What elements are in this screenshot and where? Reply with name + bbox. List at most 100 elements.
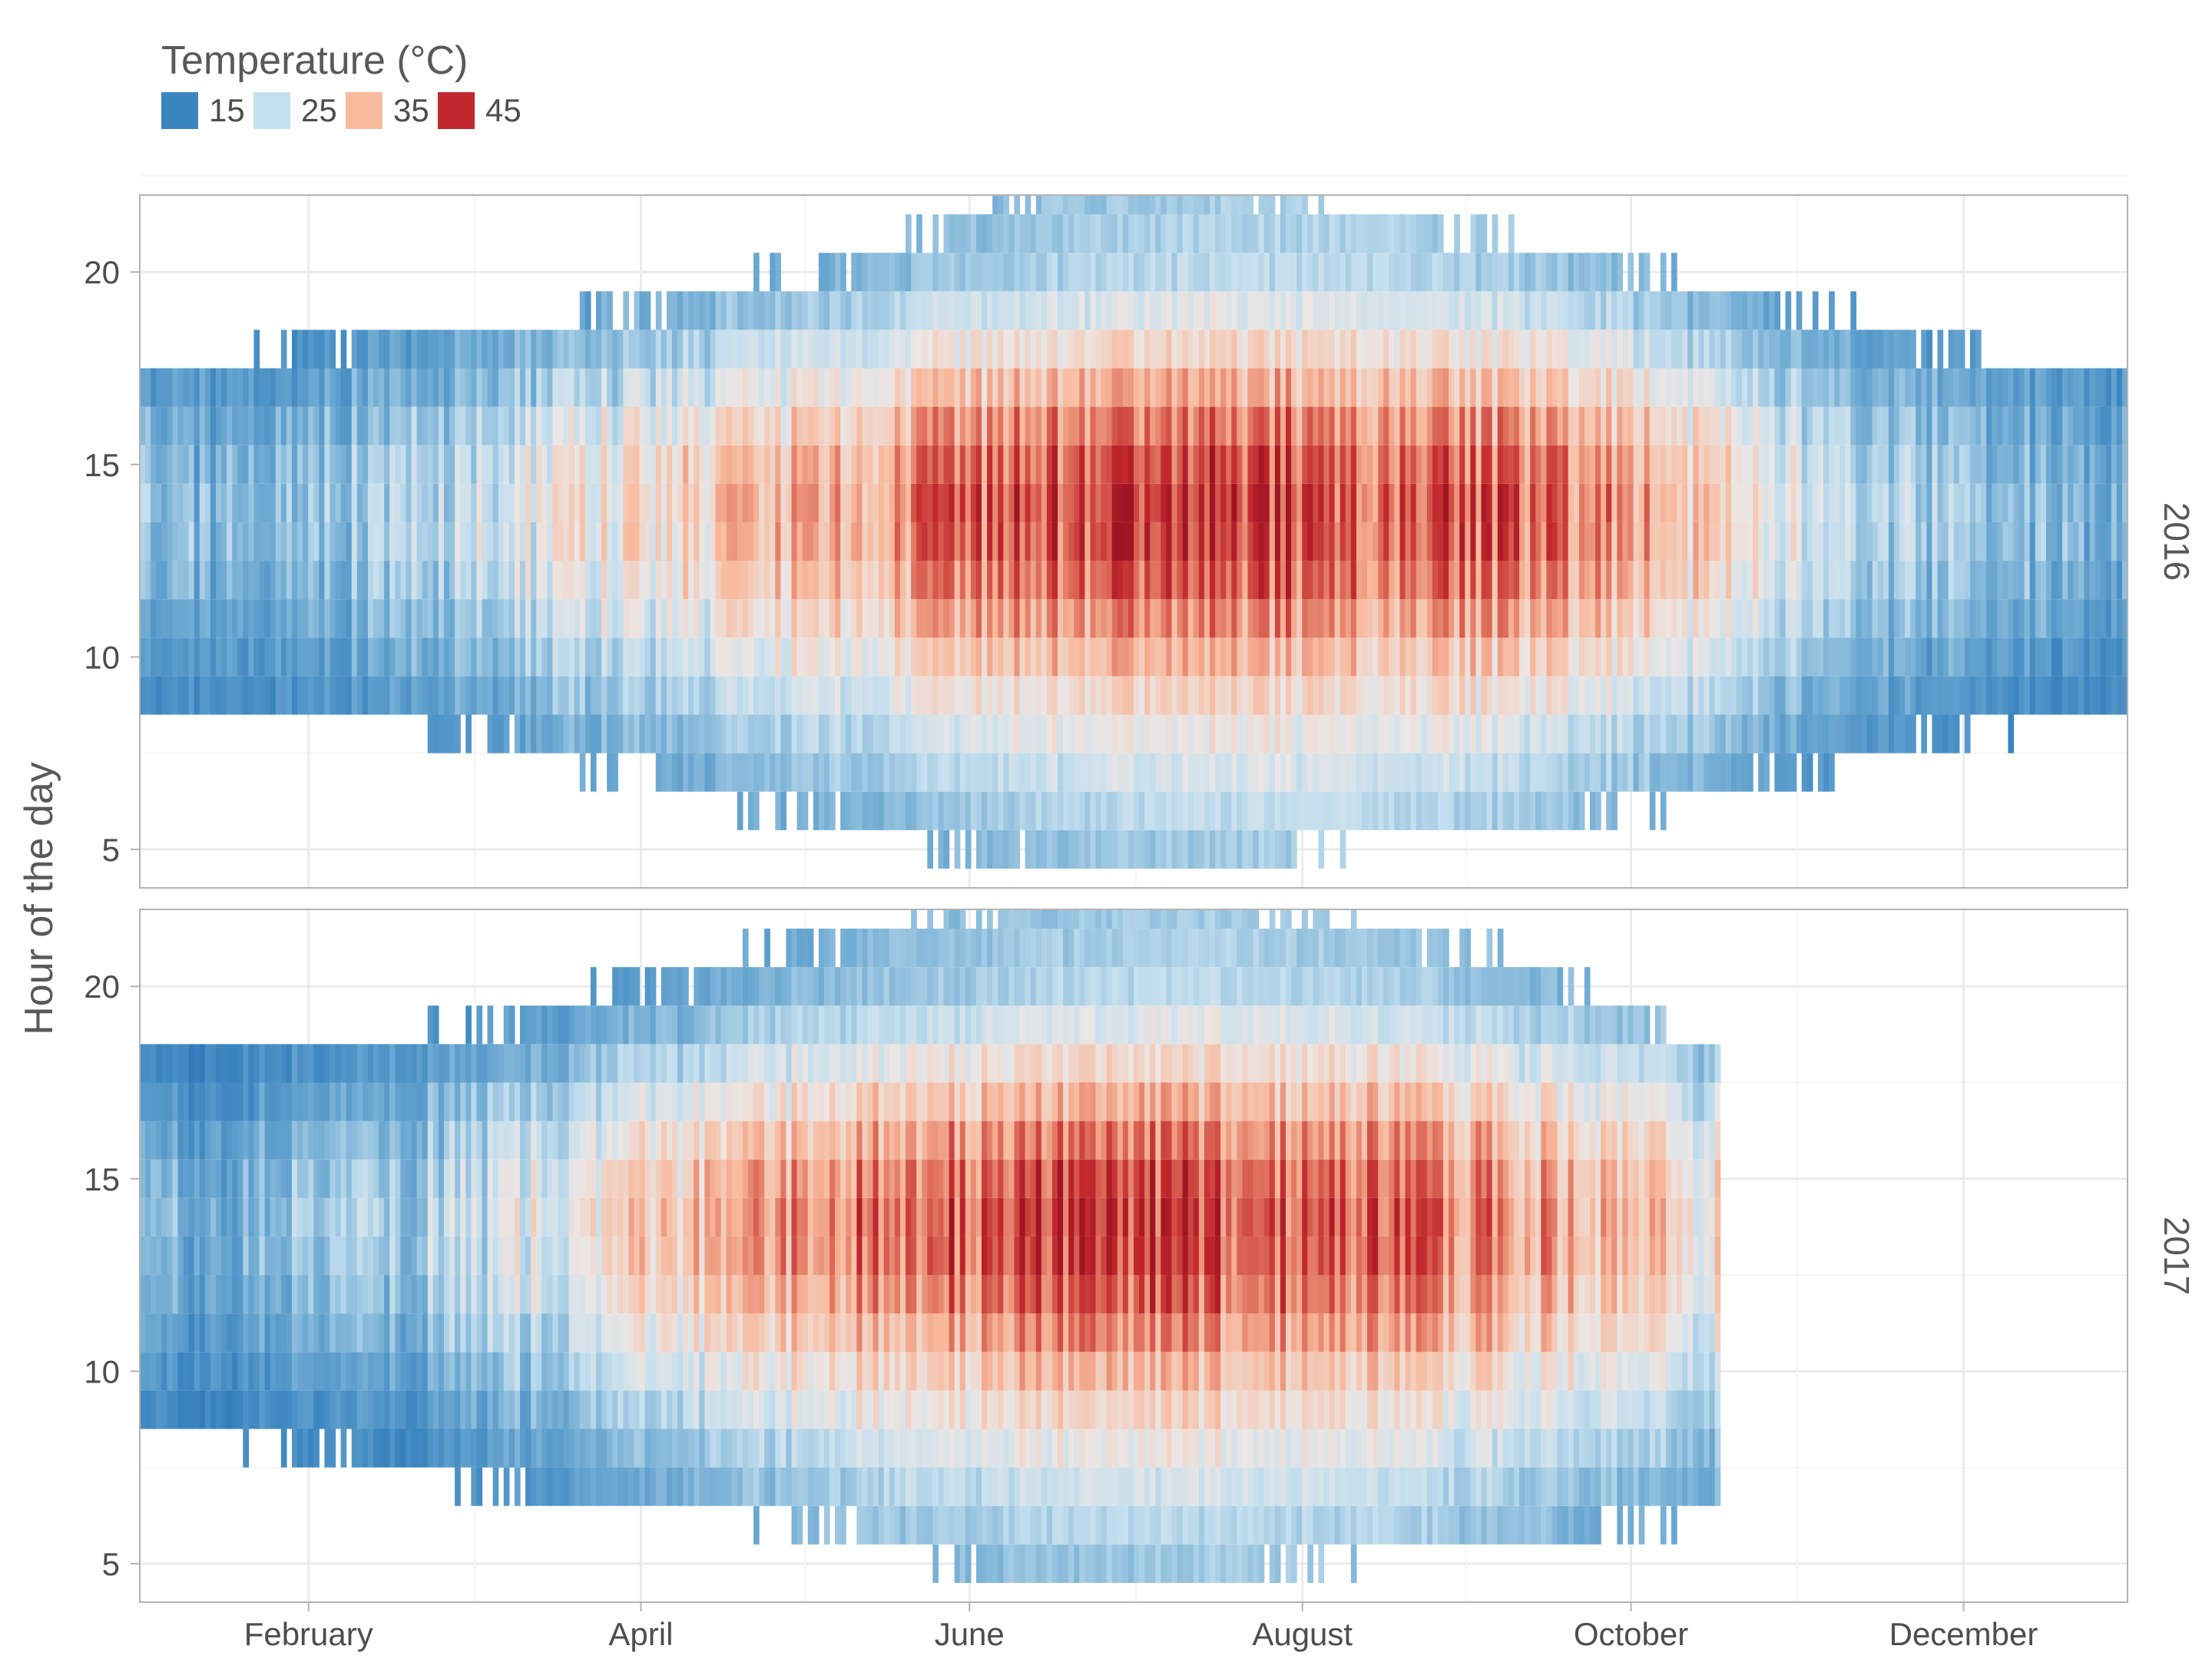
heat-cell [1063,791,1069,830]
heat-cell [1573,676,1580,715]
heat-cell [1302,637,1308,677]
heat-cell [1058,214,1064,253]
heat-cell [1030,406,1037,445]
heat-cell [639,329,646,369]
heat-cell [1888,676,1895,715]
heat-cell [1812,676,1819,715]
heat-cell [482,445,488,484]
heat-cell [498,637,505,677]
heat-cell [584,522,591,561]
heat-cell [2078,676,2085,715]
heat-cell [1074,561,1080,600]
heat-cell [590,599,597,638]
heat-cell [406,599,412,638]
heat-cell [954,714,961,753]
heat-cell [1122,637,1129,677]
heat-cell [938,637,945,677]
heat-cell [899,676,906,715]
heat-cell [1030,753,1037,792]
heat-cell [1584,522,1591,561]
heat-cell [1242,291,1249,330]
heat-cell [395,522,402,561]
heat-cell [2045,599,2052,638]
heat-cell [2068,599,2074,638]
heat-cell [1258,483,1265,522]
heat-cell [319,445,326,484]
heat-cell [1785,599,1792,638]
heat-cell [1426,753,1433,792]
heat-cell [1475,561,1482,600]
heat-cell [813,329,820,369]
heat-cell [949,406,955,445]
heat-cell [1861,714,1868,753]
heat-cell [1644,599,1651,638]
heat-cell [253,368,260,407]
heat-cell [883,329,890,369]
heat-cell [932,445,939,484]
heat-cell [2024,561,2031,600]
heat-cell [1704,714,1710,753]
heat-cell [1339,329,1346,369]
heat-cell [1606,522,1612,561]
heat-cell [1497,253,1504,292]
heat-cell [1117,753,1124,792]
heat-cell [1193,214,1200,253]
heat-cell [416,599,423,638]
heat-cell [927,522,933,561]
heat-cell [1405,406,1412,445]
heat-cell [151,1236,157,1276]
heat-cell [340,637,347,677]
heat-cell [1677,561,1683,600]
heat-cell [1975,368,1982,407]
heat-cell [1806,714,1813,753]
heat-cell [438,522,445,561]
heat-cell [906,561,912,600]
heat-cell [1226,599,1232,638]
heat-cell [183,1390,190,1429]
heat-cell [1068,445,1075,484]
heat-cell [1497,522,1504,561]
heat-cell [172,561,179,600]
heat-cell [1302,195,1308,215]
heat-cell [932,753,939,792]
heat-cell [818,561,825,600]
heat-cell [1193,637,1200,677]
heat-cell [1492,368,1498,407]
heat-cell [786,753,793,792]
heat-cell [889,753,896,792]
heat-cell [1263,791,1270,830]
heat-cell [906,253,912,292]
heat-cell [1817,368,1824,407]
heat-cell [975,791,982,830]
heat-cell [1665,445,1672,484]
heat-cell [1959,637,1965,677]
heat-cell [1187,329,1194,369]
heat-cell [2084,483,2091,522]
heat-cell [737,753,743,792]
heat-cell [384,368,390,407]
heat-cell [286,676,293,715]
heat-cell [449,637,455,677]
heat-cell [438,445,445,484]
heat-cell [618,599,624,638]
heat-cell [1008,214,1015,253]
heat-cell [612,329,618,369]
heat-cell [726,599,733,638]
heat-cell [1373,637,1379,677]
heat-cell [1046,676,1053,715]
heat-cell [443,522,450,561]
heat-cell [747,483,754,522]
heat-cell [1329,329,1336,369]
heat-cell [215,599,222,638]
heat-cell [1008,483,1015,522]
heat-cell [1171,830,1178,869]
heat-cell [525,329,531,369]
heat-cell [911,599,917,638]
heat-cell [1557,522,1564,561]
heat-cell [1741,291,1748,330]
heat-cell [1177,253,1184,292]
heat-cell [1769,561,1775,600]
heat-cell [666,599,673,638]
heat-cell [1019,253,1026,292]
heat-cell [1307,637,1313,677]
